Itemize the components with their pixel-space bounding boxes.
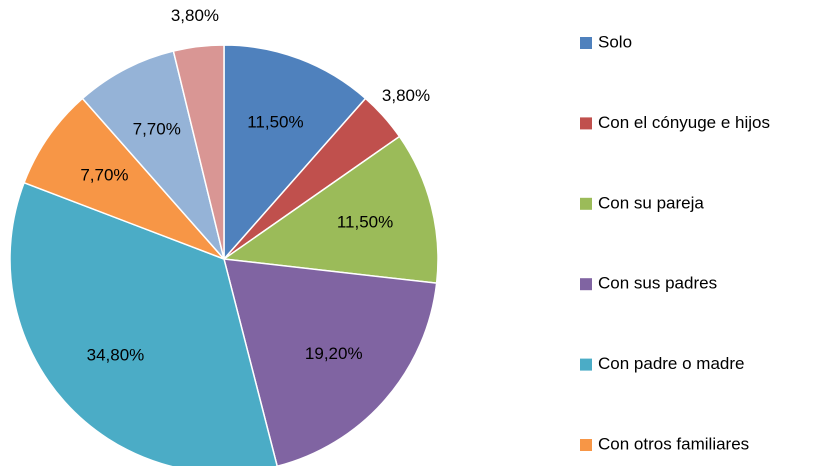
legend-swatch xyxy=(580,439,592,451)
legend-label: Solo xyxy=(598,32,632,51)
data-label: 3,80% xyxy=(171,6,219,25)
legend-label: Con su pareja xyxy=(598,193,704,212)
data-label: 7,70% xyxy=(80,166,128,185)
legend-label: Con el cónyuge e hijos xyxy=(598,113,770,132)
legend-swatch xyxy=(580,197,592,210)
data-label: 19,20% xyxy=(305,344,363,363)
legend-swatch xyxy=(580,37,592,49)
data-label: 7,70% xyxy=(133,119,181,138)
legend-swatch xyxy=(580,278,592,291)
data-label: 11,50% xyxy=(247,112,303,131)
pie-slice xyxy=(81,50,225,260)
pie-slice xyxy=(223,258,438,466)
legend-swatch xyxy=(580,358,592,371)
pie-slice xyxy=(223,44,367,261)
legend-swatch xyxy=(580,117,592,130)
pie-slice xyxy=(172,44,225,260)
pie-slice xyxy=(221,135,439,284)
legend-label: Con padre o madre xyxy=(598,354,744,373)
data-label: 11,50% xyxy=(337,213,393,232)
legend-label: Con otros familiares xyxy=(598,434,749,453)
pie-slice xyxy=(23,97,225,260)
data-label: 3,80% xyxy=(382,86,430,105)
pie-slice xyxy=(9,181,278,466)
legend-label: Con sus padres xyxy=(598,274,717,293)
data-label: 34,80% xyxy=(87,345,145,364)
